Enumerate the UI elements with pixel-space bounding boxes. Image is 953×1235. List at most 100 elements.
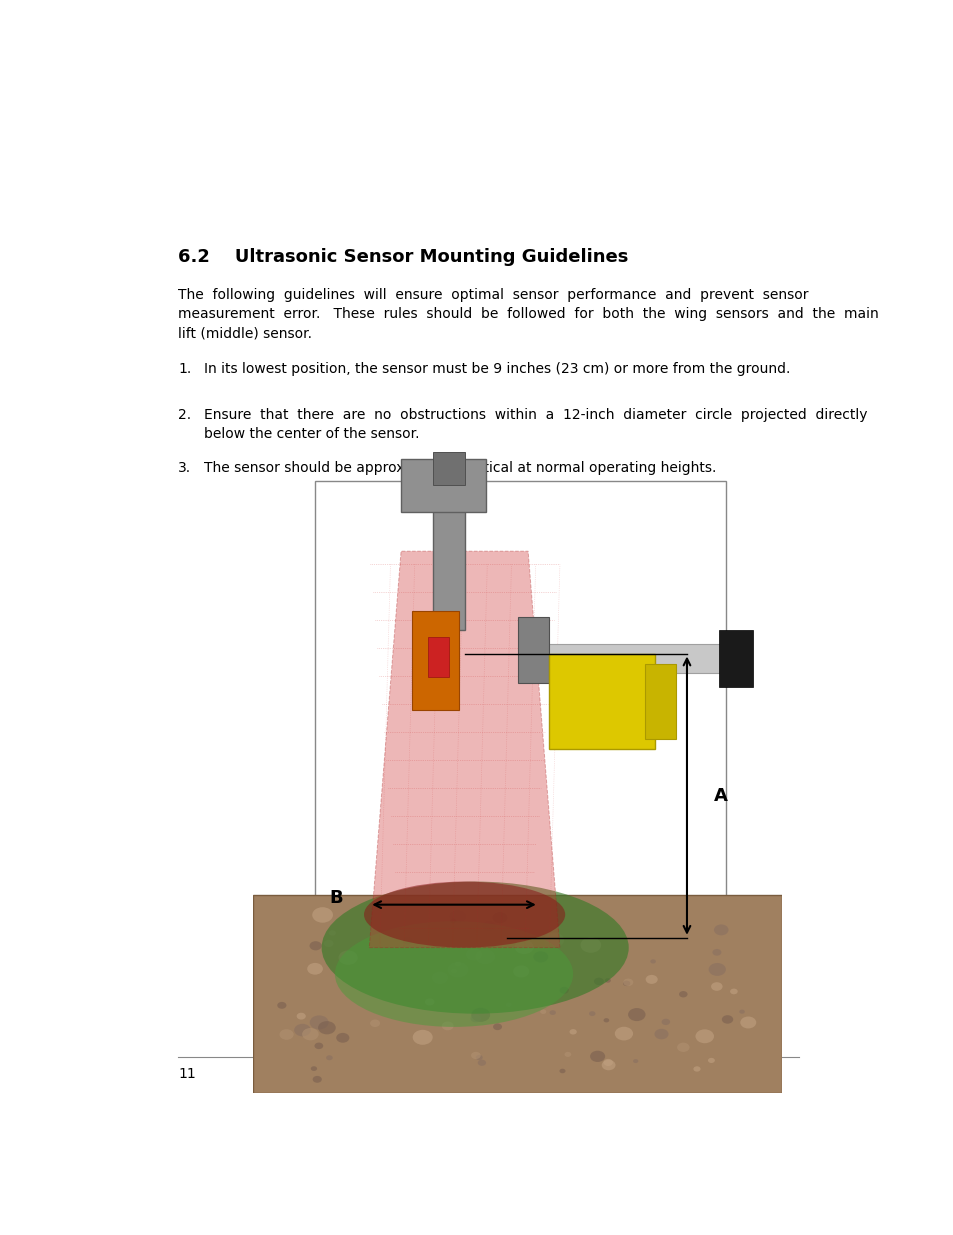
Ellipse shape — [310, 1015, 329, 1030]
Ellipse shape — [729, 988, 737, 994]
Ellipse shape — [660, 1019, 669, 1025]
Ellipse shape — [695, 1029, 713, 1044]
Ellipse shape — [447, 962, 468, 977]
Ellipse shape — [622, 978, 633, 986]
Ellipse shape — [403, 937, 412, 944]
Text: 6.2    Ultrasonic Sensor Mounting Guidelines: 6.2 Ultrasonic Sensor Mounting Guideline… — [178, 248, 628, 266]
Ellipse shape — [471, 1008, 490, 1021]
Ellipse shape — [569, 1029, 577, 1035]
Ellipse shape — [707, 1058, 714, 1063]
Ellipse shape — [677, 1042, 689, 1052]
FancyBboxPatch shape — [400, 458, 485, 511]
FancyBboxPatch shape — [517, 618, 549, 683]
Ellipse shape — [564, 1052, 571, 1057]
Text: 11: 11 — [178, 1067, 196, 1081]
Ellipse shape — [590, 1051, 604, 1062]
Ellipse shape — [601, 1060, 615, 1071]
Ellipse shape — [277, 1002, 286, 1009]
FancyBboxPatch shape — [528, 643, 750, 673]
Ellipse shape — [513, 966, 529, 977]
Ellipse shape — [654, 1029, 668, 1040]
FancyBboxPatch shape — [253, 894, 781, 1093]
Ellipse shape — [549, 1010, 556, 1015]
Ellipse shape — [679, 990, 687, 998]
Text: 1.: 1. — [178, 362, 192, 377]
Ellipse shape — [645, 974, 657, 984]
Ellipse shape — [317, 1021, 335, 1035]
Ellipse shape — [441, 1021, 454, 1030]
Ellipse shape — [364, 882, 564, 947]
Ellipse shape — [713, 925, 728, 935]
Text: In its lowest position, the sensor must be 9 inches (23 cm) or more from the gro: In its lowest position, the sensor must … — [204, 362, 790, 377]
Ellipse shape — [326, 1055, 333, 1061]
Ellipse shape — [594, 978, 603, 986]
Ellipse shape — [477, 1060, 486, 1066]
Ellipse shape — [708, 963, 725, 976]
FancyBboxPatch shape — [718, 630, 752, 687]
Ellipse shape — [740, 1016, 756, 1029]
Ellipse shape — [492, 913, 507, 924]
Ellipse shape — [424, 998, 434, 1005]
Ellipse shape — [603, 1058, 613, 1066]
Ellipse shape — [455, 962, 460, 967]
Ellipse shape — [329, 930, 335, 936]
Ellipse shape — [476, 1055, 482, 1060]
Ellipse shape — [543, 932, 563, 947]
Ellipse shape — [413, 1030, 433, 1045]
Ellipse shape — [739, 1009, 744, 1014]
Ellipse shape — [580, 937, 600, 952]
Ellipse shape — [450, 919, 456, 924]
Ellipse shape — [650, 960, 656, 963]
Ellipse shape — [633, 1060, 638, 1063]
Ellipse shape — [710, 982, 721, 990]
Ellipse shape — [693, 1066, 700, 1072]
Ellipse shape — [314, 1042, 323, 1050]
FancyBboxPatch shape — [433, 452, 464, 485]
Ellipse shape — [712, 948, 720, 956]
Ellipse shape — [622, 981, 630, 986]
Ellipse shape — [475, 950, 495, 965]
Ellipse shape — [323, 940, 334, 947]
Ellipse shape — [588, 1011, 595, 1016]
Ellipse shape — [721, 1015, 733, 1024]
Ellipse shape — [603, 1018, 609, 1023]
FancyBboxPatch shape — [427, 637, 448, 677]
Ellipse shape — [302, 1028, 318, 1040]
Ellipse shape — [559, 987, 568, 994]
Ellipse shape — [321, 882, 628, 1014]
FancyBboxPatch shape — [549, 653, 655, 750]
Ellipse shape — [558, 1068, 565, 1073]
Ellipse shape — [309, 941, 321, 951]
Ellipse shape — [482, 921, 496, 931]
Ellipse shape — [533, 951, 548, 962]
Ellipse shape — [279, 1029, 294, 1040]
Text: 3.: 3. — [178, 461, 192, 475]
Text: B: B — [329, 889, 342, 906]
Ellipse shape — [627, 1008, 645, 1021]
Ellipse shape — [432, 972, 448, 984]
Ellipse shape — [313, 1076, 321, 1083]
Ellipse shape — [338, 951, 357, 965]
Ellipse shape — [449, 910, 466, 923]
Ellipse shape — [370, 1020, 379, 1028]
Ellipse shape — [307, 963, 322, 974]
FancyBboxPatch shape — [644, 663, 676, 740]
Ellipse shape — [493, 1024, 501, 1030]
Ellipse shape — [451, 968, 456, 973]
Ellipse shape — [470, 1014, 480, 1023]
Ellipse shape — [539, 1009, 546, 1014]
Ellipse shape — [294, 1024, 311, 1036]
Ellipse shape — [312, 908, 333, 923]
Text: A: A — [713, 787, 726, 805]
Ellipse shape — [614, 1026, 633, 1040]
Ellipse shape — [335, 921, 573, 1028]
Polygon shape — [369, 551, 559, 947]
FancyBboxPatch shape — [412, 610, 458, 710]
Text: The sensor should be approximately vertical at normal operating heights.: The sensor should be approximately verti… — [204, 461, 716, 475]
Text: The  following  guidelines  will  ensure  optimal  sensor  performance  and  pre: The following guidelines will ensure opt… — [178, 288, 879, 341]
Text: 2.: 2. — [178, 408, 192, 422]
Ellipse shape — [604, 978, 610, 983]
Ellipse shape — [505, 1003, 511, 1007]
Ellipse shape — [296, 1013, 306, 1020]
Ellipse shape — [471, 1052, 480, 1060]
